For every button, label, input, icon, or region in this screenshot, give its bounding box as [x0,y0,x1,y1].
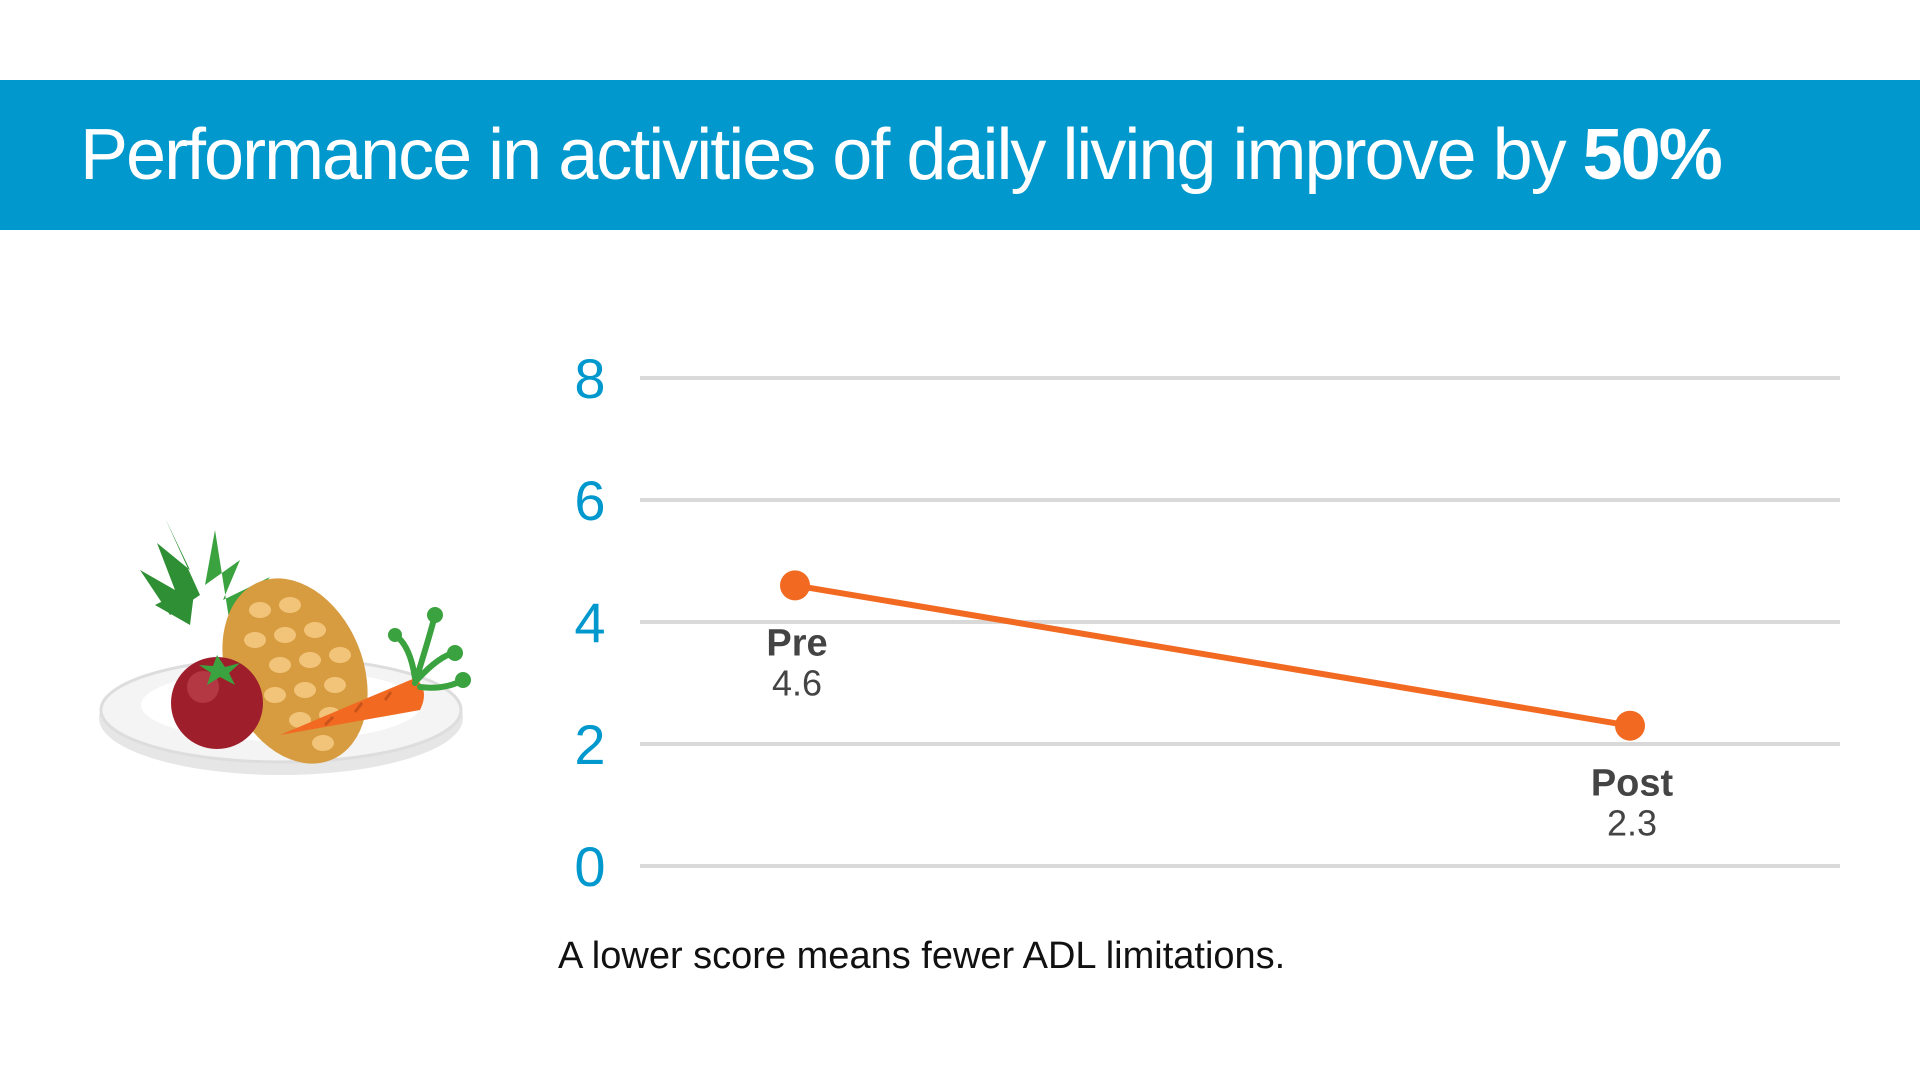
y-tick-label: 2 [574,713,605,776]
series-line [794,582,1631,729]
y-tick-label: 6 [574,469,605,532]
category-label: Post [1591,763,1674,805]
y-tick-label: 0 [574,835,605,898]
title-emphasis-text: 50% [1582,115,1723,195]
title-banner: Performance in activities of daily livin… [0,80,1920,230]
data-point-post [1615,710,1645,741]
value-label: 2.3 [1607,803,1657,844]
page-title: Performance in activities of daily livin… [80,114,1723,196]
tomato-icon [171,655,263,749]
chart-footnote: A lower score means fewer ADL limitation… [558,935,1286,977]
food-plate-illustration [99,518,471,775]
title-main-text: Performance in activities of daily livin… [80,115,1583,195]
category-label: Pre [766,622,827,664]
carrot-icon [280,607,471,735]
y-tick-label: 8 [574,347,605,410]
value-label: 4.6 [772,662,822,703]
data-point-pre [780,570,810,601]
y-tick-label: 4 [574,591,605,654]
